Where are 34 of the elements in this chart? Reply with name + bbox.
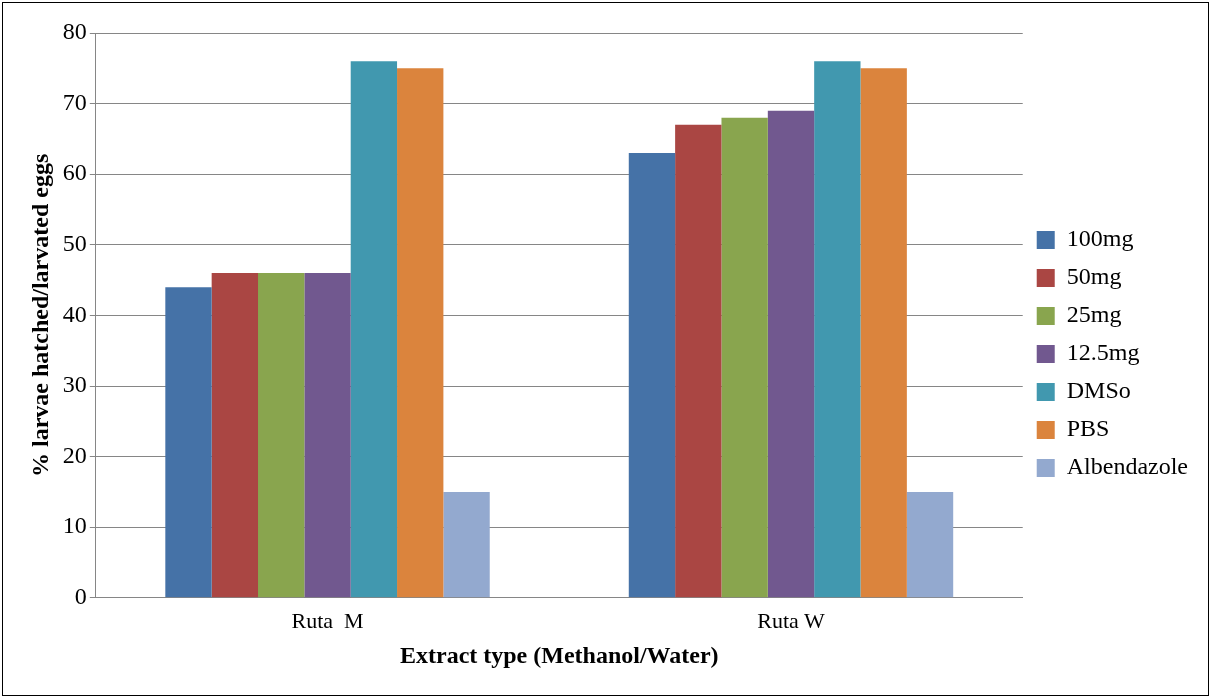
bar xyxy=(350,61,398,598)
x-axis-title: Extract type (Methanol/Water) xyxy=(399,641,719,668)
y-tick-label: 30 xyxy=(62,371,87,398)
y-tick-label: 10 xyxy=(62,512,87,539)
legend-label: 12.5mg xyxy=(1066,339,1140,366)
x-tick-label: Ruta W xyxy=(757,607,825,633)
bar xyxy=(767,110,815,598)
bar xyxy=(675,124,722,598)
bar xyxy=(906,491,954,598)
bar xyxy=(211,273,259,598)
x-tick-label: Ruta M xyxy=(291,607,364,633)
y-tick-label: 40 xyxy=(62,300,87,327)
bar xyxy=(721,117,768,598)
legend-label: Albendazole xyxy=(1066,453,1188,480)
y-tick-label: 60 xyxy=(62,159,87,186)
y-axis-title: % larvae hatched/larvated eggs xyxy=(26,153,53,478)
bar xyxy=(165,287,212,598)
bar xyxy=(258,273,305,598)
y-tick-label: 80 xyxy=(62,18,87,45)
bar xyxy=(304,273,351,598)
legend-label: PBS xyxy=(1066,415,1110,442)
y-tick-label: 70 xyxy=(62,88,87,115)
y-tick-label: 0 xyxy=(74,583,87,610)
bar xyxy=(397,68,444,598)
bar xyxy=(860,68,907,598)
y-tick-label: 20 xyxy=(62,441,87,468)
bar xyxy=(443,491,490,598)
legend-label: 50mg xyxy=(1066,263,1122,290)
legend-label: 100mg xyxy=(1066,225,1134,252)
bar xyxy=(814,61,861,598)
legend-label: DMSo xyxy=(1066,377,1131,404)
bar xyxy=(628,153,676,598)
y-tick-label: 50 xyxy=(62,230,87,257)
legend-label: 25mg xyxy=(1066,301,1122,328)
